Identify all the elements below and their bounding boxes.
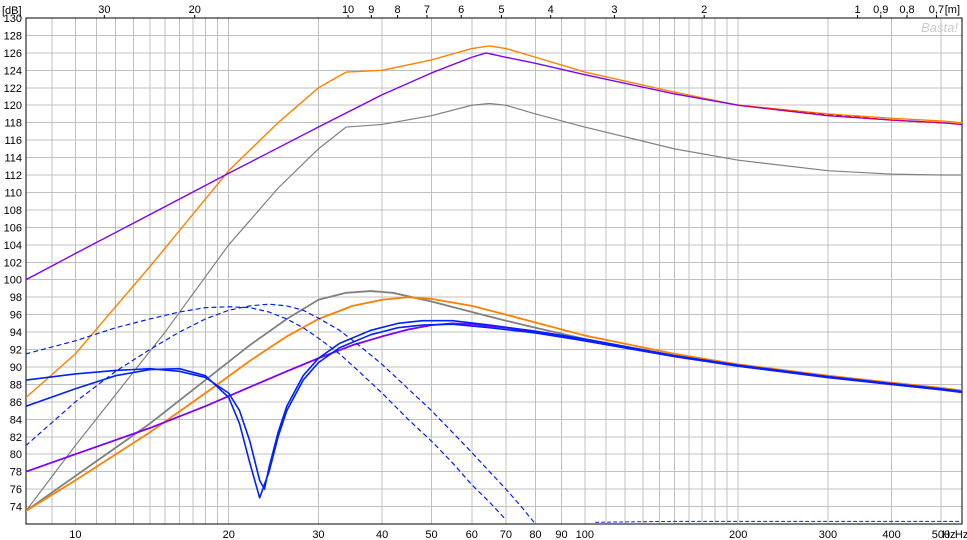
x-bottom-tick-label: 90 <box>555 529 567 540</box>
y-tick-label: 102 <box>4 257 22 269</box>
y-tick-label: 128 <box>4 30 22 42</box>
x-bottom-tick-label: 200 <box>729 529 747 540</box>
x-top-tick-label: 9 <box>368 4 374 16</box>
y-tick-label: 104 <box>4 240 22 252</box>
x-top-tick-label: 5 <box>498 4 504 16</box>
y-tick-label: 84 <box>10 414 22 426</box>
x-top-unit: [m] <box>945 4 960 16</box>
y-tick-label: 122 <box>4 83 22 95</box>
x-top-tick-label: 8 <box>395 4 401 16</box>
y-tick-label: 74 <box>10 502 22 514</box>
y-tick-label: 82 <box>10 432 22 444</box>
x-top-tick-label: 0,9 <box>873 4 888 16</box>
x-bottom-tick-label: 300 <box>819 529 837 540</box>
x-bottom-tick-label: 40 <box>376 529 388 540</box>
x-top-tick-label: 3 <box>611 4 617 16</box>
y-axis-unit: [dB] <box>2 5 22 17</box>
x-top-tick-label: 10 <box>342 4 354 16</box>
y-tick-label: 126 <box>4 48 22 60</box>
y-tick-label: 78 <box>10 467 22 479</box>
y-tick-label: 88 <box>10 379 22 391</box>
x-top-tick-label: 4 <box>548 4 554 16</box>
y-tick-label: 110 <box>4 187 22 199</box>
x-top-tick-label: 30 <box>98 4 110 16</box>
y-tick-label: 118 <box>4 118 22 130</box>
x-top-tick-label: 0,8 <box>899 4 914 16</box>
x-bottom-tick-label: 10 <box>69 529 81 540</box>
y-tick-label: 114 <box>4 153 22 165</box>
x-top-tick-label: 0,7 <box>929 4 944 16</box>
y-tick-label: 108 <box>4 205 22 217</box>
y-tick-label: 94 <box>10 327 22 339</box>
y-tick-label: 120 <box>4 100 22 112</box>
watermark: Basta! <box>921 20 958 35</box>
x-top-tick-label: 7 <box>424 4 430 16</box>
x-bottom-tick-label: 100 <box>576 529 594 540</box>
y-tick-label: 98 <box>10 292 22 304</box>
x-bottom-tick-label: 30 <box>312 529 324 540</box>
x-bottom-tick-label: 400 <box>882 529 900 540</box>
x-bottom-tick-label: 60 <box>466 529 478 540</box>
y-tick-label: 92 <box>10 345 22 357</box>
y-tick-label: 112 <box>4 170 22 182</box>
y-tick-label: 90 <box>10 362 22 374</box>
y-tick-label: 96 <box>10 310 22 322</box>
x-bottom-tick-label: 80 <box>529 529 541 540</box>
x-top-tick-label: 6 <box>458 4 464 16</box>
x-bottom-unit: Hz <box>942 529 955 540</box>
x-bottom-tick-label: 70 <box>500 529 512 540</box>
x-top-tick-label: 20 <box>189 4 201 16</box>
freq-response-chart: Basta!1301281261241221201181161141121101… <box>0 0 967 540</box>
x-bottom-tick-label: 20 <box>223 529 235 540</box>
y-tick-label: 80 <box>10 449 22 461</box>
y-tick-label: 106 <box>4 222 22 234</box>
x-bottom-unit-hz: Hz <box>955 529 967 540</box>
y-tick-label: 124 <box>4 65 22 77</box>
y-tick-label: 76 <box>10 484 22 496</box>
y-tick-label: 116 <box>4 135 22 147</box>
x-top-tick-label: 1 <box>854 4 860 16</box>
chart-svg: Basta!1301281261241221201181161141121101… <box>0 0 967 540</box>
y-tick-label: 86 <box>10 397 22 409</box>
y-tick-label: 100 <box>4 275 22 287</box>
x-bottom-tick-label: 50 <box>425 529 437 540</box>
x-top-tick-label: 2 <box>701 4 707 16</box>
